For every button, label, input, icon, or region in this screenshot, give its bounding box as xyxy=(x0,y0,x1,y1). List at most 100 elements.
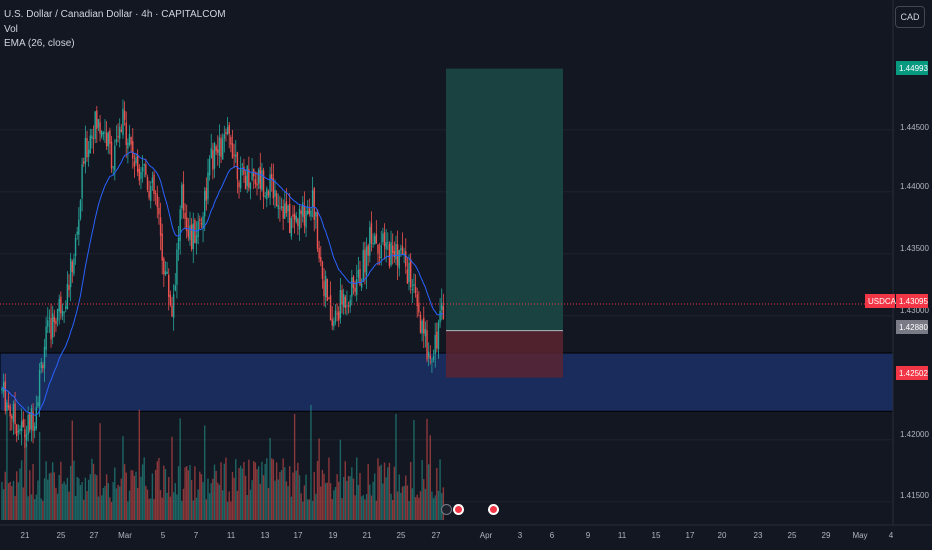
volume-bar xyxy=(230,501,232,520)
candle-body xyxy=(359,269,361,286)
candle-body xyxy=(334,310,337,322)
volume-bar xyxy=(195,497,198,520)
volume-bar xyxy=(91,458,93,520)
candle-body xyxy=(318,248,320,259)
symbol-title[interactable]: U.S. Dollar / Canadian Dollar · 4h · CAP… xyxy=(4,9,226,20)
volume-bar xyxy=(370,495,373,520)
volume-bar xyxy=(398,474,400,520)
candle-body xyxy=(68,285,70,291)
candle-body xyxy=(213,143,216,169)
volume-bar xyxy=(154,469,157,520)
candle-body xyxy=(267,191,270,196)
ema-indicator-label[interactable]: EMA (26, close) xyxy=(4,38,75,49)
volume-bar xyxy=(125,472,127,520)
x-tick-label: 20 xyxy=(717,531,727,540)
y-tick-label: 1.43000 xyxy=(900,306,929,315)
x-tick-label: 23 xyxy=(753,531,763,540)
volume-bar xyxy=(145,485,147,520)
volume-bar xyxy=(297,462,299,520)
volume-bar xyxy=(192,500,194,520)
volume-bar xyxy=(308,499,311,520)
volume-bar xyxy=(436,467,438,520)
candle-body xyxy=(192,223,194,250)
y-tick-label: 1.43500 xyxy=(900,244,929,253)
volume-bar xyxy=(344,461,346,520)
volume-bar xyxy=(217,482,219,520)
volume-bar xyxy=(199,471,201,520)
candle-body xyxy=(289,203,291,233)
volume-indicator-label[interactable]: Vol xyxy=(4,23,18,35)
candle-body xyxy=(65,306,67,309)
candle-body xyxy=(132,141,134,159)
volume-bar xyxy=(181,500,183,520)
candle-body xyxy=(7,405,10,408)
candle-body xyxy=(27,415,29,435)
x-tick-label: 4 xyxy=(888,531,894,540)
volume-bar xyxy=(369,484,371,520)
candle-body xyxy=(217,149,219,153)
candle-body xyxy=(25,434,28,441)
candle-body xyxy=(269,174,271,198)
volume-bar xyxy=(115,488,118,520)
candle-body xyxy=(419,314,422,333)
currency-button[interactable]: CAD xyxy=(895,6,925,28)
volume-bar xyxy=(138,409,141,520)
candle-body xyxy=(409,259,412,288)
volume-bar xyxy=(328,457,330,520)
volume-bar xyxy=(94,474,96,520)
candle-body xyxy=(50,318,52,340)
candle-body xyxy=(282,206,284,219)
candle-body xyxy=(264,195,266,197)
candle-body xyxy=(411,288,414,290)
volume-bar xyxy=(38,431,41,520)
candle-body xyxy=(360,283,363,288)
volume-bar xyxy=(423,479,425,520)
candle-body xyxy=(300,210,302,215)
candle-body xyxy=(380,245,382,259)
candle-body xyxy=(223,134,226,139)
candle-body xyxy=(199,219,201,221)
volume-bar xyxy=(306,499,309,520)
candle-body xyxy=(32,411,34,431)
candle-body xyxy=(423,317,425,334)
volume-bar xyxy=(280,470,283,520)
volume-bar xyxy=(303,485,306,520)
volume-bar xyxy=(405,475,407,520)
us-flag-event-icon[interactable] xyxy=(453,504,464,515)
volume-bar xyxy=(419,491,422,520)
volume-bar xyxy=(233,477,235,520)
volume-bar xyxy=(202,482,204,520)
candle-body xyxy=(154,192,157,194)
volume-bar xyxy=(51,462,54,520)
candle-body xyxy=(60,296,62,314)
volume-bar xyxy=(427,464,430,520)
volume-bar xyxy=(235,459,237,520)
volume-bar xyxy=(274,480,276,520)
volume-bar xyxy=(372,481,374,520)
volume-bar xyxy=(135,471,137,520)
volume-bar xyxy=(421,459,423,520)
candle-body xyxy=(11,416,13,419)
volume-bar xyxy=(349,476,351,520)
us-flag-event-icon[interactable] xyxy=(488,504,499,515)
volume-bar xyxy=(128,490,131,520)
volume-bar xyxy=(207,478,209,520)
y-tick-label: 1.41500 xyxy=(900,491,929,500)
lightning-event-icon[interactable] xyxy=(441,504,452,515)
candle-body xyxy=(251,172,253,181)
volume-bar xyxy=(287,486,289,520)
candle-body xyxy=(297,218,299,226)
candle-body xyxy=(200,222,203,225)
candle-body xyxy=(208,158,211,176)
volume-bar xyxy=(146,489,149,520)
volume-bar xyxy=(53,472,56,520)
volume-bar xyxy=(378,466,381,520)
volume-bar xyxy=(311,500,314,520)
candle-body xyxy=(22,419,24,428)
candle-body xyxy=(333,321,335,327)
candle-body xyxy=(362,250,364,282)
candle-body xyxy=(91,135,93,139)
x-tick-label: Mar xyxy=(118,531,132,540)
